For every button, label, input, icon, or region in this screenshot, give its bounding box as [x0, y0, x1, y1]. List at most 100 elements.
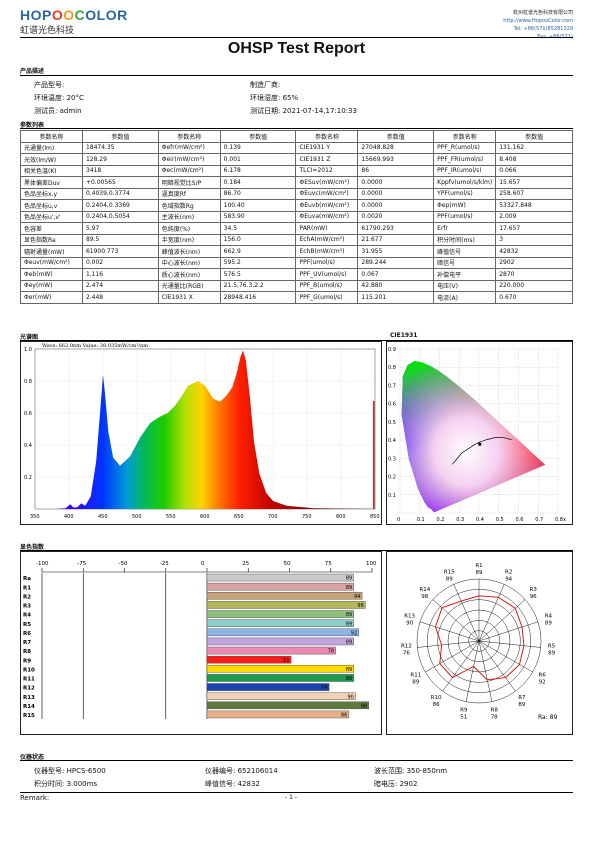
params-header-cell: 参数名称	[20, 130, 83, 143]
cri-label: R1	[23, 585, 31, 591]
param-value: +0.00565	[81, 176, 159, 189]
param-value: 0.670	[495, 291, 573, 304]
polar-reference-circle	[435, 595, 525, 681]
param-value: 0.2404,0.5054	[81, 210, 159, 223]
param-value: 8.408	[495, 153, 573, 166]
cri-value: 89	[346, 585, 352, 591]
param-value: 289.244	[357, 256, 435, 269]
param-value: 662.9	[219, 245, 297, 258]
polar-label-name: R15	[444, 569, 455, 575]
cri-bar	[206, 655, 292, 664]
polar-label-value: 92	[539, 680, 546, 686]
param-value: 2902	[495, 256, 573, 269]
scale-label: 50	[284, 561, 291, 567]
logo-subtitle: 虹谱光色科技	[20, 26, 75, 36]
x-tick-label: 750	[302, 514, 312, 520]
param-name: 色品坐标u',v'	[20, 210, 83, 223]
y-tick-label: 0.5	[388, 420, 396, 426]
cri-bar	[206, 710, 350, 719]
params-header-cell: 参数值	[357, 130, 435, 143]
cri-bar	[206, 582, 355, 591]
param-name: Erfr	[433, 222, 497, 235]
param-name: 中心波长(nm)	[157, 256, 221, 269]
param-value: 2.009	[495, 210, 573, 223]
spectrum-x-axis: 350 400 450 500 550 600 650 700 750 800 850	[30, 514, 380, 520]
cri-label: R2	[23, 594, 31, 600]
param-value: 61900.773	[81, 245, 159, 258]
cri-value: 92	[351, 630, 357, 636]
param-value: 34.5	[219, 222, 297, 235]
param-name: PPF_B(umol/s)	[295, 279, 359, 292]
cri-bar	[206, 637, 355, 646]
y-tick-label: 0.9	[388, 347, 396, 353]
cri-bars: Ra 89 R1 89 R2 94 R3 96 R4 89 R5 89 R6 92 R7 89 R8 78 R9 51…	[23, 573, 369, 719]
cri-value: 74	[321, 685, 327, 691]
param-value: 86.70	[219, 187, 297, 200]
params-row: 相关色温(K) 3418 Φec(mW/cm²) 6.178 TLCI=2012 86 PP…	[20, 164, 573, 177]
cri-bar	[206, 610, 355, 618]
param-value: 6.178	[219, 164, 297, 177]
param-value: 0.0000	[357, 187, 435, 200]
x-tick-label: 650	[234, 514, 244, 520]
polar-label-value: 96	[530, 594, 537, 600]
param-name: 补偿电平	[433, 268, 497, 281]
param-value: 583.90	[219, 210, 297, 223]
section-params: 参数列表	[20, 122, 45, 129]
param-name: ΦESuv(mW/cm²)	[295, 176, 359, 189]
y-tick-label: 0.6	[24, 411, 32, 417]
polar-label-value: 51	[460, 714, 467, 720]
params-header-cell: 参数名称	[433, 130, 497, 143]
scale-label: 25	[242, 561, 249, 567]
cri-bar	[206, 692, 356, 700]
param-value: 0.066	[495, 164, 573, 177]
param-name: Φec(mW/cm²)	[157, 164, 221, 177]
polar-label-name: R3	[530, 587, 538, 593]
section-divider	[20, 340, 573, 341]
polar-label-value: 86	[433, 702, 440, 708]
param-name: 黑体偏差Duv	[20, 176, 83, 189]
param-name: ΦEuva(mW/cm²)	[295, 210, 359, 223]
cri-bar	[206, 573, 355, 582]
param-value: 156.0	[219, 233, 297, 246]
scale-label: -75	[77, 561, 86, 567]
cri-bar	[206, 665, 355, 673]
remark-label: Remark:	[20, 794, 50, 802]
params-row: 黑体偏差Duv +0.00565 明暗视觉比S/P 0.184 ΦESuv(mW/cm²…	[20, 176, 573, 189]
cri-label: R5	[23, 622, 31, 628]
polar-label-name: R4	[545, 613, 553, 619]
x-tick-label: 500	[132, 514, 142, 520]
scale-label: 100	[366, 561, 377, 567]
param-value: 0.2404,0.3369	[81, 199, 159, 212]
scale-label: -50	[119, 561, 128, 567]
polar-label-value: 89	[518, 702, 525, 708]
polar-label-name: R11	[410, 673, 421, 679]
polar-spoke	[478, 640, 541, 648]
params-row: 辐射通量(mW) 61900.773 峰值波长(nm) 662.9 EchB(mW/cm…	[20, 245, 573, 258]
param-name: PPF(umol/s)	[295, 256, 359, 269]
cri-value: 78	[328, 649, 334, 655]
params-row: Φeb(mW) 1.116 质心波长(nm) 576.5 PPF_UV(umol/s) 0…	[20, 268, 573, 281]
cri-bar	[206, 683, 330, 691]
param-name: 色品坐标x,y	[20, 187, 83, 200]
instrument-serial: 仪器编号: 652106014	[205, 767, 278, 775]
param-name: 暗信号	[433, 256, 497, 269]
polar-spoke	[465, 640, 480, 702]
x-tick-label: 350	[30, 514, 40, 520]
y-tick-label: 0.3	[388, 456, 396, 462]
param-name: PPF_IR(umol/s)	[433, 164, 497, 177]
cri-label: R10	[23, 667, 35, 673]
cie-x-axis: 0 0.1 0.2 0.3 0.4 0.5 0.6 0.7 0.8x	[397, 517, 566, 523]
polar-label-name: R6	[539, 673, 547, 679]
params-header-cell: 参数值	[81, 130, 159, 143]
cri-label: R15	[23, 713, 35, 719]
param-value: 2.448	[81, 291, 159, 304]
instrument-model: 仪器型号: HPCS-6500	[34, 767, 106, 775]
x-tick-label: 0.4	[476, 517, 484, 523]
param-value: 21.677	[357, 233, 435, 246]
param-value: 128.29	[81, 153, 159, 166]
x-tick-label: 600	[200, 514, 210, 520]
param-value: 31.955	[357, 245, 435, 258]
test-date: 测试日期: 2021-07-14,17:10:33	[250, 107, 357, 115]
company-tel: Tel: +86(571)85281329	[513, 26, 573, 32]
